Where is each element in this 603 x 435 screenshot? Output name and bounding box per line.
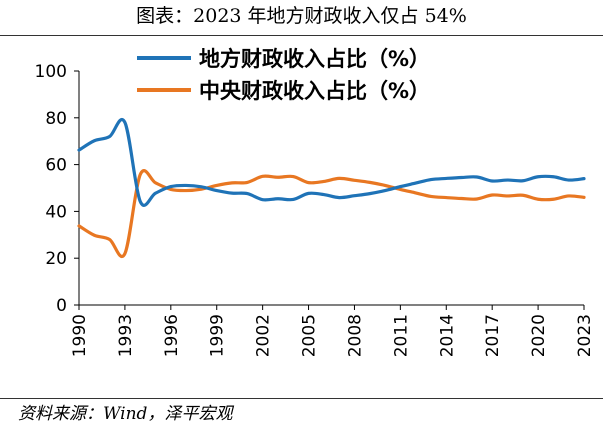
y-tick-label: 100: [35, 62, 67, 82]
line-chart: 地方财政收入占比（%） 中央财政收入占比（%） 0 20 40 60 80 100 1990 1…: [35, 47, 595, 357]
x-tick-label: 1993: [116, 314, 136, 357]
bottom-divider: [0, 398, 603, 399]
chart-legend: 地方财政收入占比（%） 中央财政收入占比（%）: [137, 47, 430, 103]
x-tick-label: 2020: [529, 314, 549, 357]
legend-item-central: 中央财政收入占比（%）: [137, 79, 430, 103]
chart-series: [77, 118, 586, 258]
x-tick-label: 2023: [575, 314, 595, 357]
y-tick-label: 40: [45, 202, 67, 222]
legend-label: 地方财政收入占比（%）: [199, 47, 430, 71]
series-line-local: [77, 118, 586, 207]
x-tick-label: 1990: [70, 314, 90, 357]
x-tick-label: 2011: [391, 314, 411, 357]
series-line-central: [77, 169, 586, 258]
x-tick-label: 1996: [162, 314, 182, 357]
chart-axes: 0 20 40 60 80 100 1990 1993 1996 1999 2002 2005 2008…: [35, 62, 595, 357]
chart-title: 图表：2023 年地方财政收入仅占 54%: [136, 5, 467, 27]
x-tick-label: 2002: [254, 314, 274, 357]
source-note: 资料来源：Wind，泽平宏观: [18, 404, 233, 424]
x-tick-label: 2005: [300, 314, 320, 357]
y-tick-label: 80: [45, 109, 67, 129]
x-tick-label: 1999: [208, 314, 228, 357]
y-tick-label: 20: [45, 249, 67, 269]
legend-item-local: 地方财政收入占比（%）: [137, 47, 430, 71]
x-tick-label: 2014: [437, 314, 457, 357]
y-tick-label: 0: [56, 296, 67, 316]
x-tick-label: 2008: [345, 314, 365, 357]
legend-label: 中央财政收入占比（%）: [199, 79, 430, 103]
top-divider: [0, 35, 603, 36]
y-tick-label: 60: [45, 156, 67, 176]
x-tick-label: 2017: [483, 314, 503, 357]
